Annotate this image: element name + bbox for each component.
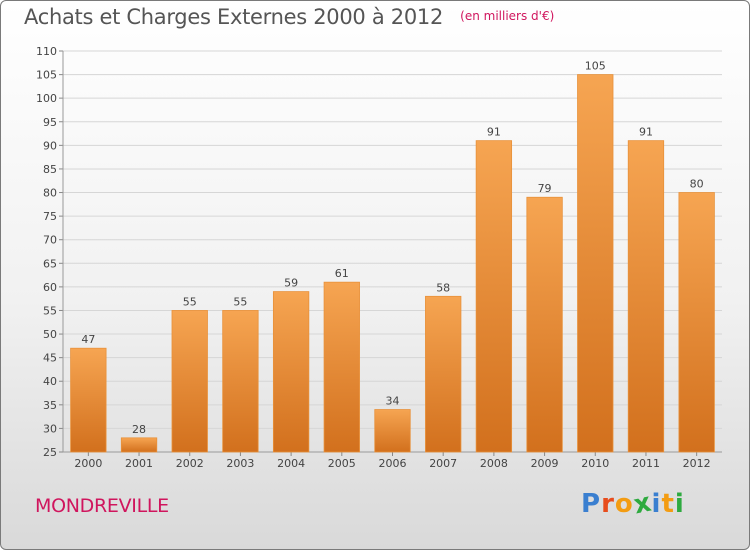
x-tick-label-2002: 2002 — [176, 457, 204, 470]
grid-lines — [63, 50, 722, 453]
chart-unit: (en milliers d'€) — [460, 9, 555, 23]
x-tick-label-2003: 2003 — [226, 457, 254, 470]
x-tick-label-2012: 2012 — [683, 457, 711, 470]
bar-2008[interactable] — [475, 140, 513, 453]
bar-2007[interactable] — [425, 295, 462, 453]
data-label-2008: 91 — [487, 126, 501, 139]
logo-letter: o — [614, 489, 634, 519]
y-tick-label: 50 — [43, 328, 57, 341]
data-label-2007: 58 — [436, 281, 450, 294]
bar-2011[interactable] — [627, 140, 665, 453]
bar-2006[interactable] — [374, 409, 411, 453]
x-tick-label-2005: 2005 — [328, 457, 356, 470]
proxiti-logo[interactable]: Proxiti — [581, 487, 685, 520]
y-tick-label: 45 — [43, 352, 57, 365]
y-tick-label: 100 — [36, 92, 57, 105]
town-name: MONDREVILLE — [35, 495, 169, 517]
y-tick-label: 90 — [43, 139, 57, 152]
data-label-2005: 61 — [335, 267, 349, 280]
data-labels: 47 28 55 55 59 61 34 58 91 79 105 91 80 — [81, 60, 703, 436]
bar-2000[interactable] — [70, 347, 107, 453]
data-label-2010: 105 — [585, 60, 606, 73]
logo-letter: r — [601, 489, 615, 519]
title-row: Achats et Charges Externes 2000 à 2012 (… — [24, 5, 554, 29]
bars — [70, 74, 715, 453]
data-label-2001: 28 — [132, 423, 146, 436]
logo-letter: t — [661, 489, 675, 519]
y-tick-label: 40 — [43, 375, 57, 388]
x-tick-label-2011: 2011 — [632, 457, 660, 470]
y-tick-label: 35 — [43, 399, 57, 412]
data-label-2012: 80 — [690, 178, 704, 191]
x-tick-label-2009: 2009 — [531, 457, 559, 470]
bar-2009[interactable] — [526, 196, 563, 453]
chart-title: Achats et Charges Externes 2000 à 2012 — [24, 5, 444, 29]
x-tick-label-2010: 2010 — [581, 457, 609, 470]
x-tick-label-2001: 2001 — [125, 457, 153, 470]
bar-2002[interactable] — [171, 310, 208, 453]
x-tick-label-2006: 2006 — [379, 457, 407, 470]
y-tick-label: 95 — [43, 116, 57, 129]
y-tick-label: 30 — [43, 422, 57, 435]
bar-2012[interactable] — [678, 192, 715, 453]
bar-2001[interactable] — [120, 437, 158, 453]
logo-letter: P — [581, 489, 602, 519]
data-label-2002: 55 — [183, 295, 197, 308]
data-label-2006: 34 — [386, 395, 400, 408]
x-tick-label-2000: 2000 — [74, 457, 102, 470]
y-tick-label: 75 — [43, 210, 57, 223]
y-tick-label: 80 — [43, 187, 57, 200]
logo-letter: i — [651, 489, 662, 519]
data-label-2003: 55 — [233, 295, 247, 308]
logo-letter: i — [674, 489, 685, 519]
x-tick-label-2008: 2008 — [480, 457, 508, 470]
data-label-2009: 79 — [538, 182, 552, 195]
data-label-2000: 47 — [81, 333, 95, 346]
x-tick-label-2007: 2007 — [429, 457, 457, 470]
bar-2005[interactable] — [323, 281, 360, 453]
y-tick-label: 70 — [43, 234, 57, 247]
y-tick-label: 110 — [36, 45, 57, 58]
bar-2010[interactable] — [577, 74, 614, 453]
y-tick-label: 85 — [43, 163, 57, 176]
bar-2004[interactable] — [272, 291, 310, 453]
x-tick-label-2004: 2004 — [277, 457, 305, 470]
data-label-2011: 91 — [639, 126, 653, 139]
data-label-2004: 59 — [284, 277, 298, 290]
y-tick-label: 60 — [43, 281, 57, 294]
y-tick-label: 105 — [36, 69, 57, 82]
axes: 25 30 35 40 45 50 55 60 65 70 75 80 85 90 95 100 105 110 2… — [36, 45, 722, 470]
y-tick-label: 55 — [43, 304, 57, 317]
bar-2003[interactable] — [222, 310, 259, 453]
y-tick-label: 25 — [43, 446, 57, 459]
y-tick-label: 65 — [43, 257, 57, 270]
